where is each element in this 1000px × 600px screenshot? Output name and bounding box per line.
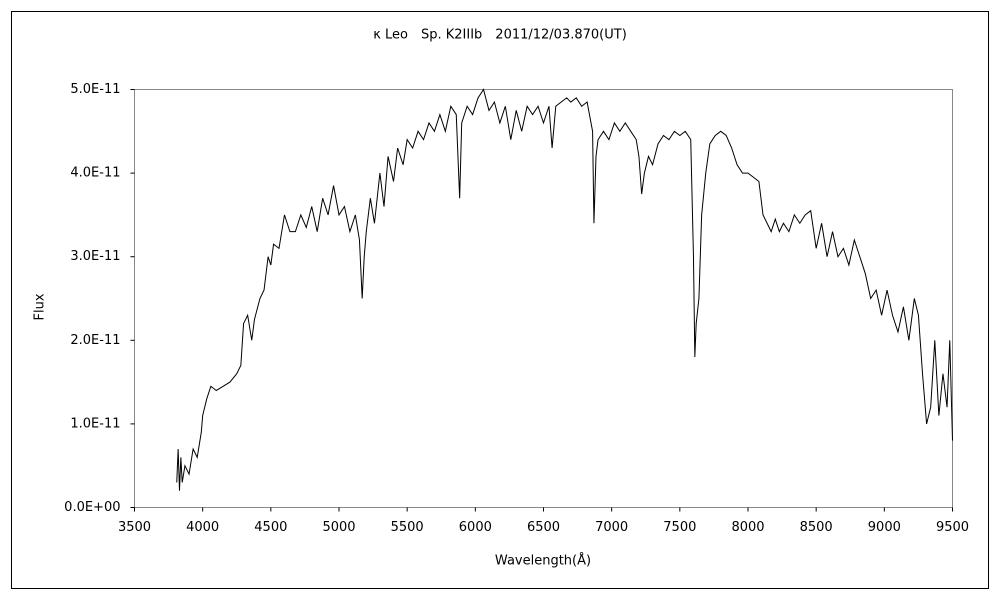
x-tick-label: 6000 [459, 520, 492, 535]
y-tick-label: 5.0E-11 [70, 82, 120, 97]
y-tick-label: 4.0E-11 [70, 166, 120, 181]
y-tick-label: 0.0E+00 [64, 500, 120, 515]
x-tick-label: 9000 [868, 520, 901, 535]
x-tick-label: 6500 [527, 520, 560, 535]
x-tick-label: 4000 [186, 520, 219, 535]
plot-frame [134, 89, 953, 508]
x-tick-label: 7000 [595, 520, 628, 535]
x-tick-label: 7500 [663, 520, 696, 535]
x-tick-label: 5000 [322, 520, 355, 535]
y-axis-label: Flux [33, 293, 48, 320]
x-tick-label: 9500 [936, 520, 969, 535]
chart-frame [11, 11, 989, 589]
y-tick-label: 2.0E-11 [70, 333, 120, 348]
x-tick-label: 5500 [391, 520, 424, 535]
x-tick-label: 8500 [800, 520, 833, 535]
spectrum-line [176, 88, 953, 491]
x-axis-label: Wavelength(Å) [495, 553, 591, 569]
y-tick-label: 3.0E-11 [70, 249, 120, 264]
x-tick-label: 3500 [118, 520, 151, 535]
y-tick-label: 1.0E-11 [70, 416, 120, 431]
x-tick-label: 8000 [731, 520, 764, 535]
chart-title: κ Leo Sp. K2IIIb 2011/12/03.870(UT) [373, 28, 627, 43]
x-tick-label: 4500 [254, 520, 287, 535]
